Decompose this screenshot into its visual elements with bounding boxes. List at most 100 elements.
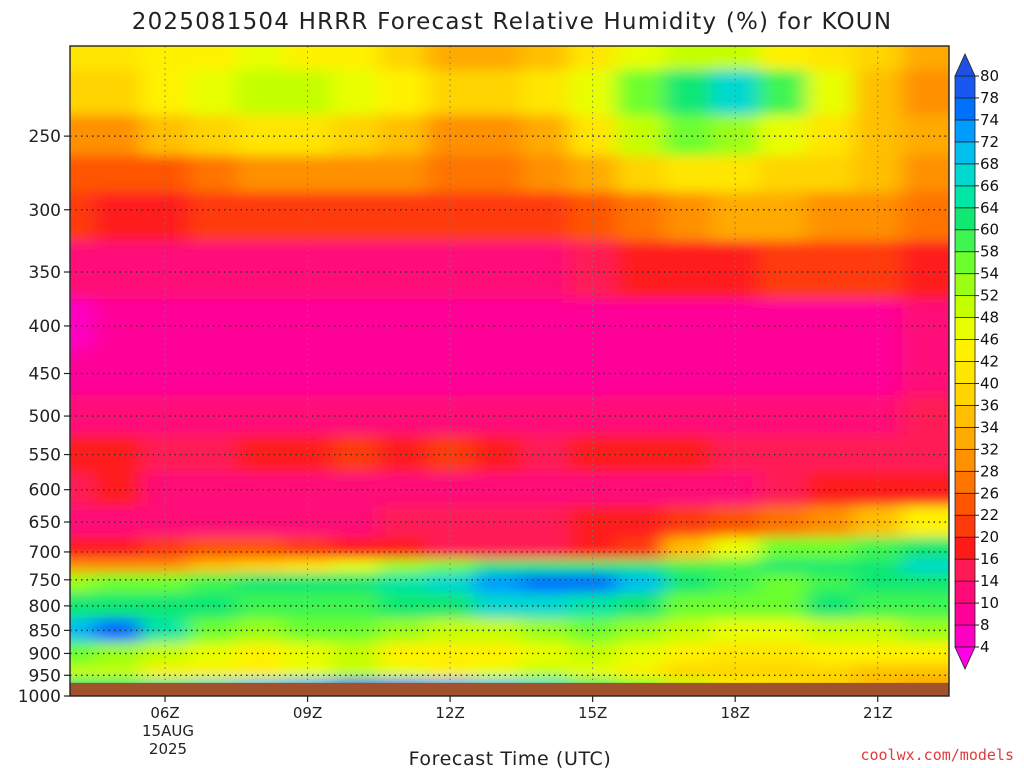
rh-cell <box>853 559 903 574</box>
rh-cell <box>616 592 665 619</box>
y-tick-label: 450 <box>29 365 61 385</box>
rh-cell <box>568 349 618 396</box>
rh-cell <box>188 536 238 560</box>
rh-cell <box>93 505 143 538</box>
y-tick-label: 900 <box>29 644 61 664</box>
rh-cell <box>521 298 570 351</box>
y-tick-label: 650 <box>29 513 61 533</box>
colorbar-swatch <box>954 229 976 253</box>
colorbar-swatch <box>954 383 976 406</box>
rh-cell <box>616 349 665 396</box>
rh-cell <box>236 240 285 300</box>
colorbar-label: 58 <box>980 243 999 261</box>
y-tick-label: 250 <box>29 127 61 147</box>
colorbar-label: 42 <box>980 353 999 371</box>
rh-cell <box>283 155 333 193</box>
rh-cell <box>378 592 428 619</box>
rh-cell <box>758 69 808 116</box>
rh-cell <box>758 114 808 157</box>
rh-cell <box>901 69 949 116</box>
colorbar-swatch <box>954 426 976 450</box>
rh-cell <box>236 505 285 538</box>
colorbar-swatch <box>954 339 976 362</box>
rh-cell <box>426 349 475 396</box>
rh-cell <box>853 69 903 116</box>
rh-cell <box>758 536 808 560</box>
rh-cell <box>901 240 949 300</box>
rh-cell <box>426 155 475 193</box>
rh-cell <box>378 618 428 643</box>
rh-cell <box>331 155 380 193</box>
rh-cell <box>568 69 618 116</box>
rh-cell <box>901 349 949 396</box>
rh-cell <box>711 664 760 680</box>
rh-cell <box>616 472 665 507</box>
rh-cell <box>901 435 949 473</box>
rh-cell <box>568 664 618 680</box>
x-tick-label: 09Z <box>293 704 322 722</box>
rh-cell <box>331 114 380 157</box>
rh-cell <box>236 435 285 473</box>
rh-cell <box>568 155 618 193</box>
rh-cell <box>188 192 238 242</box>
x-tick-label: 15Z <box>578 704 607 722</box>
rh-cell <box>331 664 380 680</box>
rh-cell <box>568 298 618 351</box>
rh-cell <box>901 46 949 71</box>
rh-cell <box>806 349 855 396</box>
rh-cell <box>70 559 95 574</box>
rh-cell <box>188 69 238 116</box>
rh-cell <box>331 592 380 619</box>
rh-cell <box>378 155 428 193</box>
rh-cell <box>93 664 143 680</box>
colorbar-label: 26 <box>980 484 999 502</box>
rh-cell <box>568 536 618 560</box>
colorbar-label: 64 <box>980 199 999 217</box>
rh-cell <box>663 114 713 157</box>
colorbar-label: 74 <box>980 111 999 129</box>
rh-cell <box>758 394 808 437</box>
rh-cell <box>188 572 238 594</box>
rh-cell <box>283 298 333 351</box>
rh-cell <box>758 155 808 193</box>
rh-cell <box>806 559 855 574</box>
rh-cell <box>521 46 570 71</box>
colorbar-label: 20 <box>980 528 999 546</box>
rh-cell <box>141 69 190 116</box>
rh-cell <box>283 664 333 680</box>
rh-cell <box>93 435 143 473</box>
y-tick-label: 850 <box>29 621 61 641</box>
rh-cell <box>901 155 949 193</box>
rh-cell <box>616 664 665 680</box>
rh-cell <box>283 559 333 574</box>
x-tick-label: 06Z <box>150 704 179 722</box>
rh-cell <box>853 641 903 666</box>
colorbar: 4810141620222628323436404246485254586064… <box>954 53 999 670</box>
rh-cell <box>378 46 428 71</box>
rh-cell <box>663 618 713 643</box>
rh-cell <box>521 618 570 643</box>
rh-cell <box>141 536 190 560</box>
plot-frame <box>69 45 950 697</box>
rh-cell <box>378 572 428 594</box>
rh-cell <box>473 394 523 437</box>
rh-cell <box>758 349 808 396</box>
rh-cell <box>616 46 665 71</box>
rh-cell <box>853 664 903 680</box>
rh-cell <box>236 69 285 116</box>
rh-cell <box>758 505 808 538</box>
x-date-label-year: 2025 <box>149 740 187 758</box>
rh-cell <box>236 394 285 437</box>
rh-cell <box>378 641 428 666</box>
rh-cell <box>93 472 143 507</box>
rh-cell <box>616 298 665 351</box>
colorbar-label: 8 <box>980 616 990 634</box>
rh-cell <box>711 572 760 594</box>
colorbar-swatch <box>954 580 976 604</box>
rh-cell <box>521 192 570 242</box>
rh-cell <box>236 536 285 560</box>
rh-cell <box>141 472 190 507</box>
rh-cell <box>853 349 903 396</box>
rh-cell <box>236 349 285 396</box>
rh-cell <box>758 618 808 643</box>
